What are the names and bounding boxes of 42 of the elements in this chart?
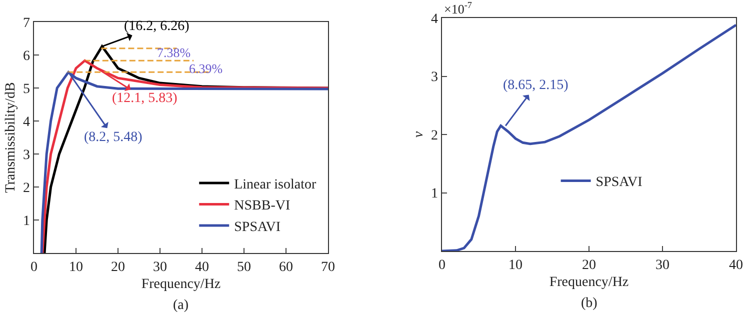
legend-label: Linear isolator [234,178,316,193]
line-series [442,24,736,251]
y-tick-label: 1 [23,214,30,229]
legend-label: NSBB-VI [234,198,290,214]
y-tick-label: 2 [23,180,30,196]
text: (a) [173,298,189,313]
x-axis-title: Frequency/Hz [549,275,629,290]
y-tick-label: 3 [23,148,30,163]
x-tick-label: 40 [195,260,209,275]
y-tick-label: 2 [431,128,438,144]
text: (b) [581,296,598,311]
y-tick-label: 4 [431,12,438,27]
y-axis-title: v [412,130,427,138]
x-tick-label: 60 [279,260,293,275]
annotation: (12.1, 5.83) [112,91,178,106]
y-tick-label: 6 [23,48,30,64]
x-tick-label: 30 [153,260,167,275]
x-tick-label: 70 [321,260,335,275]
legend-label: SPSAVI [596,175,643,190]
annotation: 7.38% [157,45,191,60]
y-axis-title: Transmissibility/dB [4,82,19,193]
y-tick-label: 4 [23,114,30,130]
x-tick-label: 10 [508,258,522,273]
legend-label: SPSAVI [234,220,281,235]
y-tick-label: 7 [23,16,30,31]
x-tick-label: 0 [438,258,446,273]
x-tick-label: 20 [582,258,596,273]
text: ×10$^{-7}$ [444,0,472,16]
annotation: (8.65, 2.15) [503,78,569,93]
x-tick-label: 50 [237,260,251,275]
x-tick-label: 40 [729,258,743,273]
x-tick-label: 0 [30,260,38,275]
annotation: 6.39% [189,61,223,76]
x-tick-label: 30 [656,258,670,273]
x-axis-title: Frequency/Hz [141,277,221,292]
y-tick-label: 5 [23,82,30,97]
y-tick-label: 3 [431,70,438,86]
x-tick-label: 10 [69,260,83,275]
annotation: (8.2, 5.48) [84,130,143,145]
annotation: (16.2, 6.26) [124,19,190,34]
x-tick-label: 20 [111,260,125,275]
y-tick-label: 1 [431,186,438,202]
